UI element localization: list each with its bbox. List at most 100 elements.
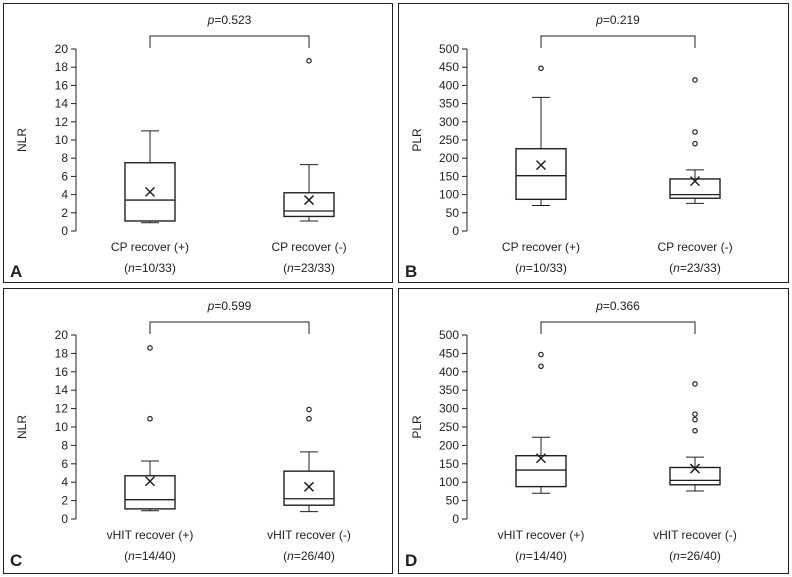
- outlier-point: [692, 411, 698, 417]
- outlier-point: [692, 77, 698, 83]
- y-tick-label: 450: [439, 346, 459, 360]
- iqr-box: [515, 148, 567, 201]
- y-tick-label: 8: [61, 438, 68, 452]
- group-size-label: (n=26/40): [669, 549, 721, 563]
- category-label: CP recover (-): [657, 240, 732, 254]
- y-tick-label: 300: [439, 402, 459, 416]
- y-tick-label: 8: [61, 151, 68, 165]
- y-tick-label: 300: [439, 115, 459, 129]
- outlier-point: [306, 406, 312, 413]
- outlier-point: [306, 58, 312, 64]
- y-tick-label: 4: [61, 188, 68, 202]
- y-tick-label: 150: [439, 457, 459, 471]
- significance-bracket: [540, 321, 696, 334]
- group-size-label: (n=10/33): [124, 261, 176, 275]
- panel-letter: B: [405, 262, 417, 281]
- y-tick-label: 50: [446, 494, 460, 508]
- significance-bracket: [540, 35, 696, 48]
- group-size-label: (n=10/33): [515, 261, 567, 275]
- y-tick-label: 0: [61, 512, 68, 526]
- group-size-label: (n=26/40): [283, 549, 335, 563]
- chart-a: 0 2 4 6 8 10 12 14 16 18 20 NLR p=0.523 CP recover (+…: [10, 13, 347, 281]
- category-label: CP recover (+): [111, 240, 189, 254]
- y-tick-label: 200: [439, 151, 459, 165]
- p-value-label: p=0.523: [207, 13, 252, 27]
- outlier-point: [692, 416, 698, 423]
- panel-letter: C: [10, 551, 22, 570]
- y-tick-label: 200: [439, 438, 459, 452]
- y-tick-label: 10: [55, 133, 69, 147]
- group-size-label: (n=14/40): [124, 549, 176, 563]
- y-tick-label: 12: [55, 402, 69, 416]
- y-tick-label: 100: [439, 188, 459, 202]
- p-value-label: p=0.219: [595, 13, 640, 27]
- outlier-point: [692, 427, 698, 434]
- y-tick-label: 16: [55, 78, 69, 92]
- mean-marker: [689, 176, 701, 187]
- panel-d: 0 50 100 150 200 250 300 350 400 450 500 PLR p=0.366…: [398, 288, 789, 574]
- outlier-point: [538, 363, 544, 370]
- chart-b: 0 50 100 150 200 250 300 350 400 450 500 PLR p=0.219…: [405, 13, 733, 281]
- mean-marker: [303, 195, 315, 206]
- outlier-point: [692, 140, 698, 147]
- outlier-point: [306, 415, 312, 422]
- y-tick-label: 2: [61, 206, 68, 220]
- category-label: CP recover (-): [271, 240, 346, 254]
- outlier-point: [147, 415, 153, 422]
- iqr-box: [283, 192, 335, 218]
- y-tick-label: 350: [439, 383, 459, 397]
- y-tick-label: 18: [55, 60, 69, 74]
- y-tick-label: 450: [439, 60, 459, 74]
- y-tick-label: 20: [55, 328, 69, 342]
- outlier-point: [538, 351, 544, 358]
- mean-marker: [689, 463, 701, 474]
- y-tick-label: 400: [439, 365, 459, 379]
- y-tick-label: 14: [55, 97, 69, 111]
- y-tick-label: 500: [439, 42, 459, 56]
- y-axis-label: NLR: [15, 128, 29, 152]
- outlier-point: [692, 129, 698, 135]
- group-size-label: (n=14/40): [515, 549, 567, 563]
- y-tick-label: 18: [55, 346, 69, 360]
- iqr-box: [515, 455, 567, 488]
- y-tick-label: 6: [61, 169, 68, 183]
- y-tick-label: 100: [439, 475, 459, 489]
- outlier-point: [147, 345, 153, 351]
- y-tick-label: 500: [439, 328, 459, 342]
- iqr-box: [283, 470, 335, 506]
- panel-b: 0 50 100 150 200 250 300 350 400 450 500 PLR p=0.219…: [398, 3, 789, 283]
- chart-d: 0 50 100 150 200 250 300 350 400 450 500 PLR p=0.366…: [405, 299, 737, 570]
- category-label: CP recover (+): [502, 240, 580, 254]
- y-tick-label: 50: [446, 206, 460, 220]
- y-tick-label: 20: [55, 42, 69, 56]
- significance-bracket: [149, 321, 310, 334]
- iqr-box: [669, 178, 721, 199]
- category-label: vHIT recover (-): [267, 528, 351, 542]
- y-tick-label: 4: [61, 475, 68, 489]
- category-label: vHIT recover (-): [653, 528, 737, 542]
- y-tick-label: 0: [452, 224, 459, 238]
- y-tick-label: 16: [55, 365, 69, 379]
- panel-letter: D: [405, 551, 417, 570]
- y-tick-label: 14: [55, 383, 69, 397]
- mean-marker: [144, 476, 156, 487]
- chart-c: 0 2 4 6 8 10 12 14 16 18 20 NLR p=0.599 vHIT recover …: [10, 299, 351, 570]
- p-value-label: p=0.599: [207, 299, 252, 313]
- p-value-label: p=0.366: [595, 299, 640, 313]
- outlier-point: [692, 381, 698, 387]
- iqr-box: [669, 466, 721, 486]
- y-tick-label: 12: [55, 115, 69, 129]
- mean-marker: [303, 481, 315, 492]
- y-tick-label: 0: [452, 512, 459, 526]
- y-tick-label: 2: [61, 494, 68, 508]
- y-tick-label: 350: [439, 97, 459, 111]
- outlier-point: [538, 65, 544, 72]
- y-axis-label: PLR: [410, 128, 424, 152]
- panel-c: 0 2 4 6 8 10 12 14 16 18 20 NLR p=0.599 vHIT recover …: [3, 288, 393, 574]
- category-label: vHIT recover (+): [107, 528, 194, 542]
- y-tick-label: 400: [439, 78, 459, 92]
- group-size-label: (n=23/33): [283, 261, 335, 275]
- y-tick-label: 250: [439, 420, 459, 434]
- significance-bracket: [149, 35, 310, 48]
- panel-letter: A: [10, 262, 22, 281]
